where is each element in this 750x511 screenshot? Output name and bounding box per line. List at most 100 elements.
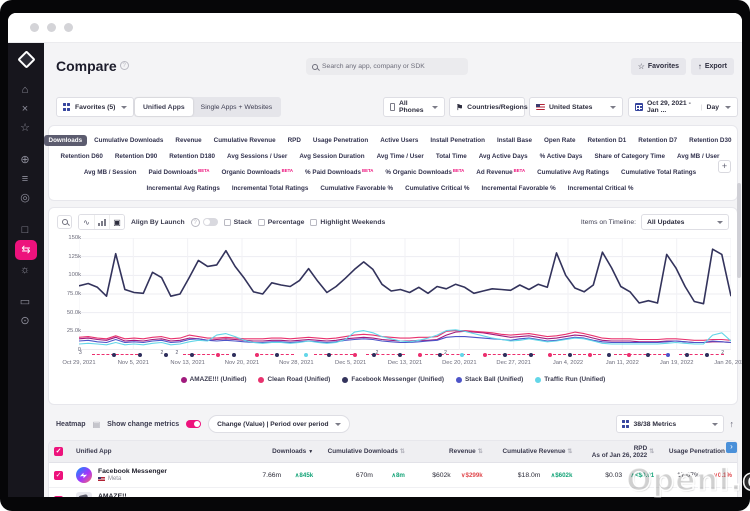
metric-chip-incremental-total-ratings[interactable]: Incremental Total Ratings [231, 184, 309, 192]
heatmap-layers-icon[interactable]: ▤ [92, 419, 101, 429]
timeline-event-dot[interactable] [646, 352, 651, 357]
timeline-event-dot[interactable] [483, 352, 488, 357]
timeline-event-dot[interactable] [111, 352, 116, 357]
date-range-dropdown[interactable]: Oct 29, 2021 - Jan ... | Day [628, 97, 738, 117]
metric-chip-cumulative-total-ratings[interactable]: Cumulative Total Ratings [621, 168, 697, 176]
metric-chip-retention-d7[interactable]: Retention D7 [638, 136, 678, 144]
metric-chip-avg-mb-user[interactable]: Avg MB / User [677, 152, 720, 160]
metric-chip-incremental-critical-[interactable]: Incremental Critical % [567, 184, 634, 192]
metric-chip-revenue[interactable]: Revenue [175, 136, 202, 144]
timeline-marker-strip[interactable]: 3 2 2 2 2 2 [79, 350, 731, 358]
column-header-rpd[interactable]: RPD As of Jan 26, 2022 ⇅ [591, 444, 655, 459]
column-header-cumulative-revenue[interactable]: Cumulative Revenue ⇅ [502, 448, 573, 455]
timeline-event-dot[interactable] [352, 352, 357, 357]
bar-chart-icon[interactable] [94, 215, 109, 229]
timeline-event-dot[interactable] [548, 352, 553, 357]
timeline-event-dot[interactable] [189, 352, 194, 357]
sidebar-item-home-icon[interactable]: ⌂ [21, 83, 29, 96]
timeline-event-dot[interactable] [685, 352, 690, 357]
timeline-event-dot[interactable] [704, 352, 709, 357]
timeline-event-dot[interactable] [607, 352, 612, 357]
help-icon[interactable]: ? [119, 61, 129, 70]
metric-chip-cumulative-revenue[interactable]: Cumulative Revenue [213, 136, 276, 144]
metric-chip-retention-d30[interactable]: Retention D30 [689, 136, 732, 144]
timeline-event-dot[interactable] [274, 352, 279, 357]
line-chart-icon[interactable]: ∿ [79, 215, 94, 229]
device-dropdown[interactable]: All Phones [383, 97, 445, 117]
select-all-checkbox[interactable]: ✓ [54, 447, 63, 456]
legend-item[interactable]: AMAZE!!! (Unified) [180, 376, 246, 383]
timeline-event-dot[interactable] [665, 352, 670, 357]
metric-chip--active-days[interactable]: % Active Days [539, 152, 583, 160]
metric-chip-incremental-avg-ratings[interactable]: Incremental Avg Ratings [146, 184, 220, 192]
metric-chip-retention-d90[interactable]: Retention D90 [114, 152, 158, 160]
timeline-event-dot[interactable] [215, 352, 220, 357]
metric-chip-incremental-favorable-[interactable]: Incremental Favorable % [481, 184, 556, 192]
timeline-event-dot[interactable] [460, 352, 465, 357]
metric-chip-organic-downloads[interactable]: Organic DownloadsBETA [221, 168, 294, 176]
metric-chip-total-time[interactable]: Total Time [435, 152, 467, 160]
metric-chip-cumulative-favorable-[interactable]: Cumulative Favorable % [320, 184, 394, 192]
column-header-revenue[interactable]: Revenue ⇅ [449, 448, 483, 455]
metric-chip--paid-downloads[interactable]: % Paid DownloadsBETA [305, 168, 374, 176]
metrics-count-select[interactable]: 38/38 Metrics [615, 415, 724, 433]
sidebar-item-compare-icon[interactable]: ⇆ [15, 240, 37, 260]
row-checkbox[interactable]: ✓ [54, 495, 63, 497]
change-mode-dropdown[interactable]: Change (Value) | Period over period [208, 415, 350, 433]
metric-chip-open-rate[interactable]: Open Rate [543, 136, 576, 144]
timeline-event-dot[interactable] [232, 352, 237, 357]
region-type-dropdown[interactable]: ⚑ Countries/Regions [449, 97, 540, 117]
window-zoom-dot[interactable] [64, 23, 73, 32]
metric-chip-ad-revenue[interactable]: Ad RevenueBETA [476, 168, 526, 176]
metric-chip-avg-time-user[interactable]: Avg Time / User [376, 152, 424, 160]
add-metric-button[interactable]: + [718, 160, 731, 173]
align-by-launch-toggle[interactable] [202, 218, 218, 226]
metric-chip-avg-mb-session[interactable]: Avg MB / Session [83, 168, 137, 176]
show-change-metrics-toggle[interactable] [186, 420, 202, 428]
table-row[interactable]: ✓AMAZE!!Crazy Labs1.56m∧484k28.2m∧2m$199… [49, 488, 737, 497]
timeline-event-dot[interactable] [137, 352, 142, 357]
stack-checkbox[interactable] [223, 218, 231, 226]
highlight-weekends-checkbox[interactable] [310, 218, 318, 226]
window-close-dot[interactable] [30, 23, 39, 32]
sidebar-item-markets-icon[interactable]: × [21, 102, 29, 115]
metric-chip-retention-d1[interactable]: Retention D1 [587, 136, 627, 144]
column-header-downloads[interactable]: Downloads ▼ [272, 448, 314, 455]
export-button[interactable]: ↑ Export [690, 58, 734, 75]
zoom-icon[interactable] [57, 215, 72, 229]
info-icon[interactable]: ? [190, 217, 200, 227]
timeline-event-dot[interactable] [437, 352, 442, 357]
data-ai-logo-icon[interactable] [16, 50, 36, 69]
timeline-event-dot[interactable] [502, 352, 507, 357]
sidebar-item-targets-icon[interactable]: ◎ [20, 191, 30, 204]
timeline-event-dot[interactable] [418, 352, 423, 357]
sidebar-item-insights-icon[interactable]: ☼ [19, 263, 31, 276]
scrollbar-thumb[interactable] [737, 183, 741, 278]
legend-item[interactable]: Facebook Messenger (Unified) [342, 376, 444, 383]
timeline-event-dot[interactable] [255, 352, 260, 357]
timeline-items-select[interactable]: All Updates [641, 214, 729, 230]
metric-chip-cumulative-critical-[interactable]: Cumulative Critical % [405, 184, 470, 192]
app-name[interactable]: Facebook Messenger [97, 467, 168, 475]
metric-chip-cumulative-avg-ratings[interactable]: Cumulative Avg Ratings [537, 168, 610, 176]
events-view-icon[interactable]: ▣ [109, 215, 124, 229]
search-input[interactable]: Search any app, company or SDK [306, 58, 468, 75]
tab-single-apps-websites[interactable]: Single Apps + Websites [200, 103, 273, 111]
metric-chip-usage-penetration[interactable]: Usage Penetration [312, 136, 369, 144]
timeline-event-dot[interactable] [587, 352, 592, 357]
table-export-icon[interactable]: ↑ [729, 419, 735, 429]
timeline-event-dot[interactable] [326, 352, 331, 357]
sidebar-item-globe-icon[interactable]: ⊕ [20, 153, 30, 166]
line-chart[interactable] [78, 237, 732, 351]
column-header-cumulative-downloads[interactable]: Cumulative Downloads ⇅ [327, 448, 405, 455]
sidebar-item-lists-icon[interactable]: ≡ [21, 172, 29, 185]
timeline-event-dot[interactable] [372, 352, 377, 357]
metric-chip-share-of-category-time[interactable]: Share of Category Time [594, 152, 666, 160]
timeline-event-dot[interactable] [626, 352, 631, 357]
metric-chip-active-users[interactable]: Active Users [380, 136, 419, 144]
metric-chip-install-penetration[interactable]: Install Penetration [430, 136, 485, 144]
metric-chip-retention-d180[interactable]: Retention D180 [169, 152, 216, 160]
legend-item[interactable]: Stack Ball (Unified) [456, 376, 523, 383]
timeline-event-dot[interactable] [163, 352, 168, 357]
metric-chip-retention-d60[interactable]: Retention D60 [60, 152, 103, 160]
